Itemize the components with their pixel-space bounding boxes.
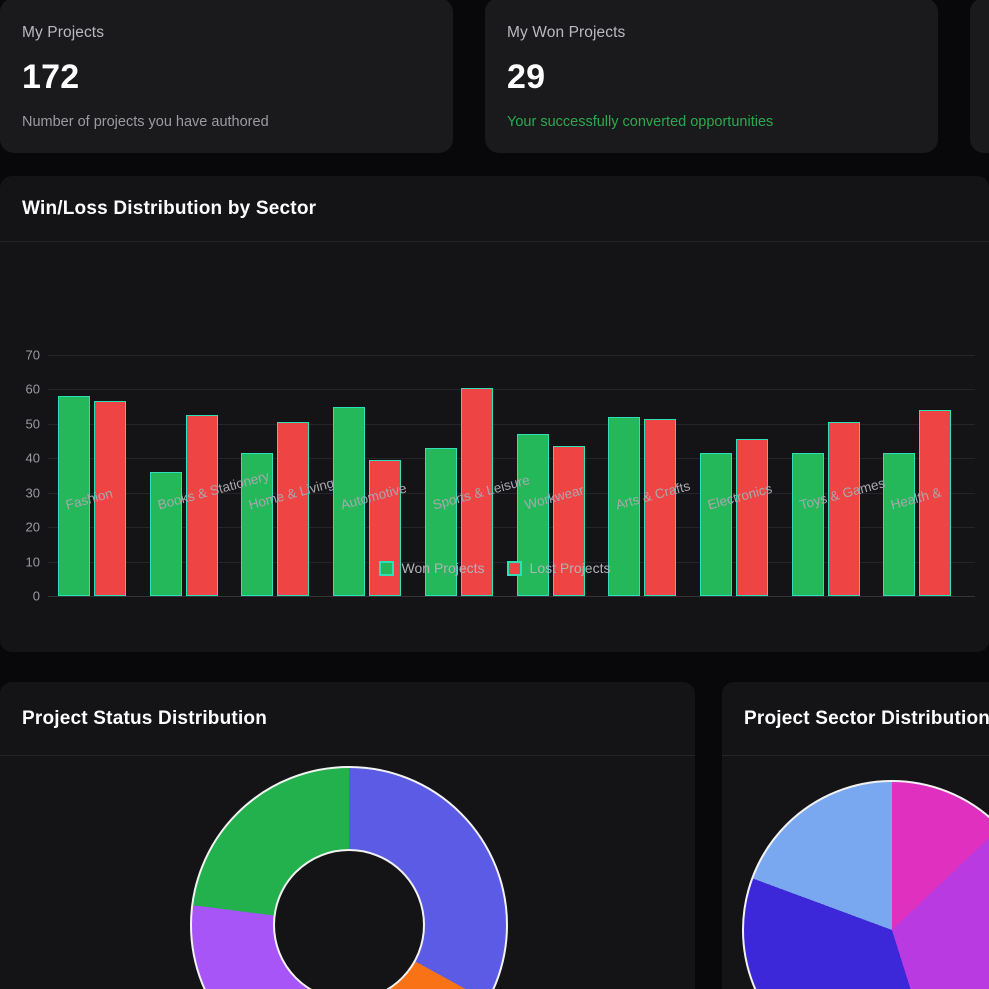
bar-group (241, 422, 333, 596)
kpi-subtitle: Your successfully converted opportunitie… (507, 114, 774, 130)
bar-lost[interactable] (277, 422, 310, 596)
y-tick-40: 40 (25, 450, 40, 466)
bar-lost[interactable] (827, 422, 860, 596)
x-axis-tick-labels: Fashion Books & Stationery Home & Living Au… (48, 468, 975, 554)
y-tick-70: 70 (25, 347, 40, 363)
x-label-cell: Books & Stationery (150, 468, 271, 554)
y-axis-tick-labels: 0 10 20 30 40 50 60 70 (0, 242, 48, 652)
project-status-panel-header: Project Status Distribution (0, 682, 695, 756)
bar-lost[interactable] (460, 387, 493, 596)
x-label-cell: Workwear (517, 482, 609, 554)
project-status-donut-chart[interactable] (0, 756, 695, 989)
bar-groups (48, 242, 975, 596)
bar-lost[interactable] (94, 401, 126, 596)
kpi-subtitle: Number of projects you have authored (22, 114, 269, 130)
bar-lost[interactable] (185, 415, 218, 596)
chart-legend[interactable]: Won Projects Lost Projects (0, 560, 989, 576)
panel-title: Project Status Distribution (22, 707, 268, 729)
bar-lost[interactable] (552, 446, 585, 596)
bar-lost[interactable] (919, 410, 952, 596)
y-tick-30: 30 (25, 485, 40, 501)
kpi-card-third-partial[interactable] (970, 0, 989, 153)
bar-won[interactable] (608, 416, 641, 596)
bar-group (149, 415, 242, 596)
x-label-cell: Electronics (700, 481, 792, 554)
gridline-30 (48, 492, 975, 494)
panel-title: Project Sector Distribution (744, 707, 989, 729)
win-loss-bar-chart[interactable]: 0 10 20 30 40 50 60 70 Fashion Books & Stationer… (0, 242, 989, 652)
pie-circle (742, 780, 989, 989)
bar-won[interactable] (516, 434, 549, 596)
kpi-value: 29 (507, 58, 546, 96)
x-label-cell: Sports & Leisure (425, 472, 531, 554)
bar-group (883, 410, 975, 596)
bar-group (699, 439, 792, 596)
legend-swatch-icon (378, 560, 394, 576)
bar-won[interactable] (149, 472, 182, 596)
bar-won[interactable] (58, 396, 90, 596)
gridline-20 (48, 527, 975, 529)
bar-group (58, 396, 150, 596)
project-status-panel: Project Status Distribution (0, 682, 695, 989)
bar-lost[interactable] (735, 439, 768, 596)
legend-swatch-icon (506, 560, 522, 576)
kpi-card-my-won-projects[interactable]: My Won Projects 29 Your successfully con… (485, 0, 938, 153)
kpi-label: My Won Projects (507, 24, 626, 41)
gridline-70 (48, 355, 975, 356)
bar-lost[interactable] (644, 418, 677, 596)
legend-label: Won Projects (401, 560, 485, 576)
gridline-40 (48, 458, 975, 460)
bar-group (791, 422, 884, 596)
x-label-cell: Arts & Crafts (608, 478, 700, 554)
x-label-cell: Fashion (58, 486, 150, 554)
gridline-60 (48, 389, 975, 391)
bar-won[interactable] (241, 453, 274, 596)
y-tick-10: 10 (25, 554, 40, 570)
bar-group (516, 434, 609, 596)
panel-title: Win/Loss Distribution by Sector (22, 197, 317, 219)
kpi-row: My Projects 172 Number of projects you h… (0, 0, 989, 153)
kpi-value: 172 (22, 58, 80, 96)
bar-group (608, 416, 700, 596)
x-label-cell: Automotive (333, 481, 425, 554)
win-loss-panel: Win/Loss Distribution by Sector 0 10 20 30 4… (0, 176, 989, 652)
bar-won[interactable] (699, 453, 732, 596)
win-loss-panel-header: Win/Loss Distribution by Sector (0, 176, 989, 242)
x-label-cell: Home & Living (241, 475, 336, 554)
x-label-cell: Toys & Games (792, 475, 887, 554)
legend-item[interactable]: Lost Projects (506, 560, 611, 576)
bar-won[interactable] (883, 453, 916, 596)
kpi-label: My Projects (22, 24, 105, 41)
legend-label: Lost Projects (529, 560, 611, 576)
project-sector-panel: Project Sector Distribution (722, 682, 989, 989)
x-axis-baseline (48, 596, 975, 597)
gridline-50 (48, 423, 975, 425)
kpi-card-my-projects[interactable]: My Projects 172 Number of projects you h… (0, 0, 453, 153)
y-tick-60: 60 (25, 381, 40, 397)
legend-item[interactable]: Won Projects (378, 560, 485, 576)
project-sector-panel-header: Project Sector Distribution (722, 682, 989, 756)
donut-hole (273, 849, 425, 989)
y-tick-50: 50 (25, 416, 40, 432)
y-tick-0: 0 (32, 588, 40, 604)
x-label-cell: Health & (883, 485, 975, 554)
bar-won[interactable] (333, 406, 366, 596)
y-tick-20: 20 (25, 519, 40, 535)
project-sector-pie-chart[interactable] (722, 756, 989, 989)
bar-won[interactable] (424, 447, 457, 596)
bar-group (424, 387, 517, 596)
bar-won[interactable] (791, 453, 824, 596)
